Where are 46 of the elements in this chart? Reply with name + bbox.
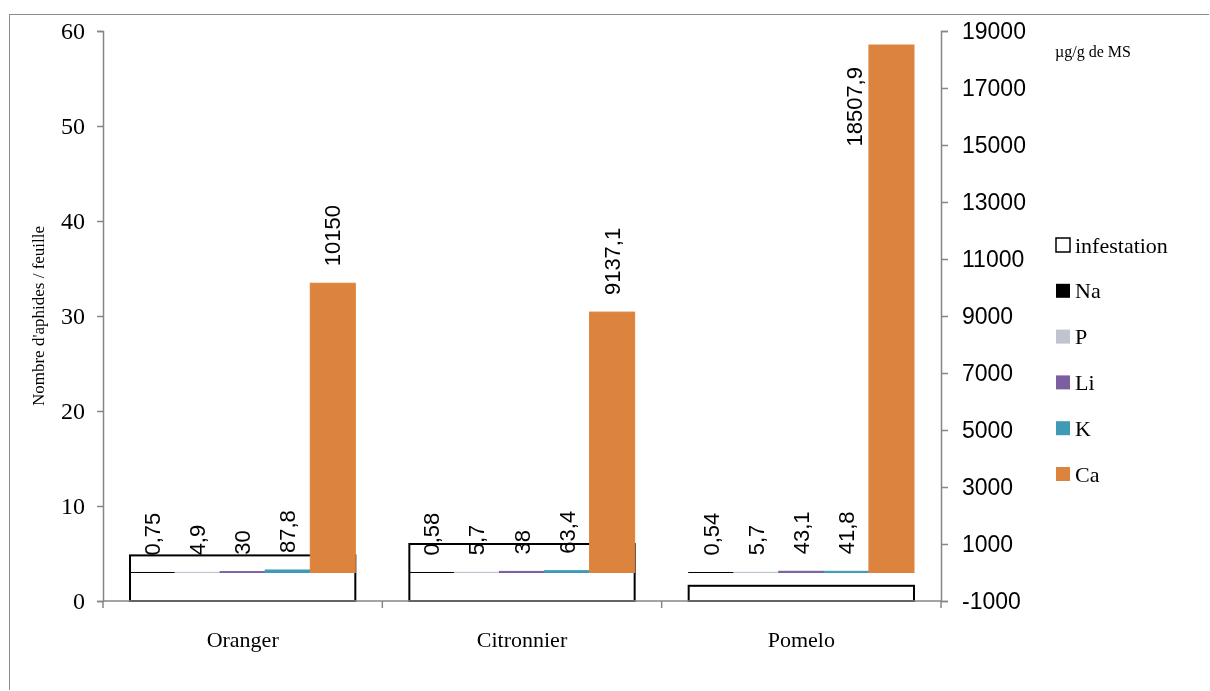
y-tick-label: 60: [61, 18, 85, 45]
y2-tick-label: 11000: [962, 245, 1025, 272]
legend-label: K: [1075, 415, 1091, 441]
y-tick-label: 40: [61, 208, 85, 235]
y2-tick-label: 5000: [962, 416, 1014, 443]
bar: [309, 282, 356, 573]
legend-label: P: [1075, 324, 1088, 350]
bar: [868, 44, 915, 573]
y2-tick-label: 15000: [962, 131, 1026, 158]
data-label: 18507,9: [842, 67, 868, 147]
y2-tick-label: 3000: [962, 473, 1014, 500]
data-label: 5,7: [464, 524, 490, 556]
y2-tick-label: 7000: [962, 359, 1014, 386]
data-label: 43,1: [788, 511, 814, 555]
x-tick-label: Oranger: [206, 626, 280, 652]
data-label: 87,8: [275, 510, 301, 553]
legend-label: Ca: [1075, 461, 1100, 487]
y2-axis-title: µg/g de MS: [1055, 43, 1131, 61]
legend-label: infestation: [1075, 232, 1168, 258]
y-tick-label: 10: [61, 493, 85, 520]
data-label: 5,7: [743, 524, 769, 556]
data-label: 0,75: [140, 512, 166, 556]
y-tick-label: 50: [61, 113, 85, 140]
y2-tick-label: 1000: [962, 530, 1014, 557]
data-label: 4,9: [185, 524, 211, 556]
legend-label: Na: [1075, 278, 1101, 304]
data-label: 30: [230, 530, 256, 555]
data-label: 9137,1: [599, 227, 625, 296]
y-tick-label: 30: [61, 303, 85, 330]
y2-tick-label: 17000: [962, 74, 1026, 101]
bar: [589, 311, 636, 573]
y2-tick-label: 9000: [962, 302, 1014, 329]
data-label: 0,54: [698, 512, 724, 556]
x-tick-label: Pomelo: [767, 626, 835, 652]
legend-label: Li: [1075, 369, 1095, 395]
y-axis-title: Nombre d'aphides / feuille: [28, 225, 48, 407]
x-tick-label: Citronnier: [476, 626, 568, 652]
data-label: 41,8: [833, 511, 859, 555]
y2-tick-label: 19000: [962, 17, 1026, 44]
y-tick-label: 0: [73, 588, 85, 615]
y-tick-label: 20: [61, 398, 85, 425]
y2-tick-label: -1000: [962, 587, 1021, 614]
data-label: 0,58: [419, 512, 445, 556]
y2-tick-label: 13000: [962, 188, 1026, 215]
data-label: 10150: [320, 205, 346, 267]
bar: [264, 569, 311, 573]
